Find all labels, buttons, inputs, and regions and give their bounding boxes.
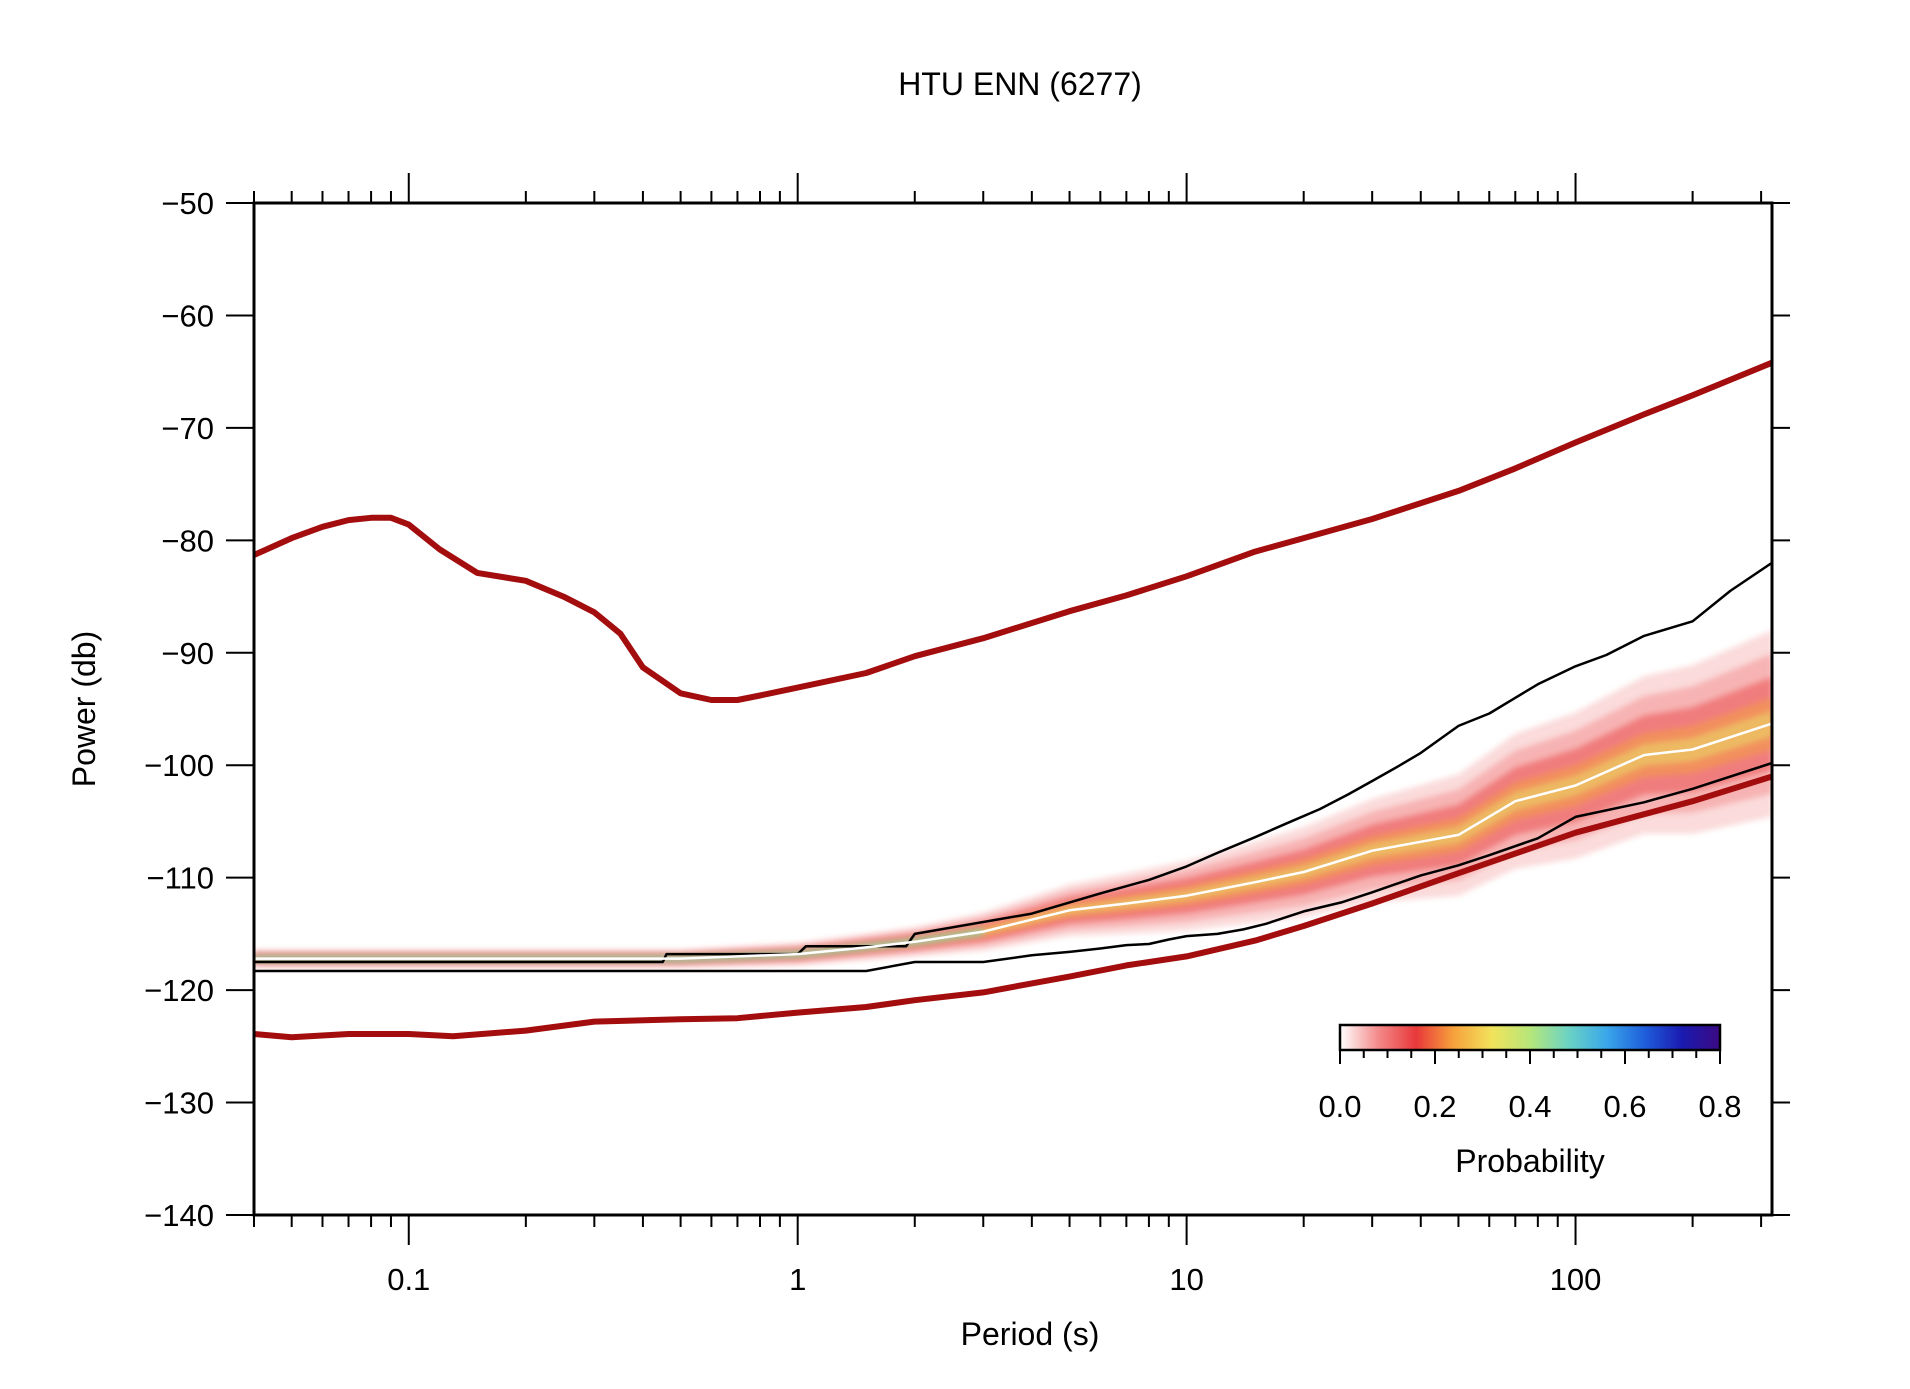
x-tick-label: 1 [789, 1262, 806, 1297]
y-tick-label: −100 [144, 748, 214, 783]
x-tick-label: 0.1 [387, 1262, 430, 1297]
y-tick-label: −130 [144, 1086, 214, 1121]
colorbar-tick-label: 0.8 [1698, 1089, 1741, 1124]
x-axis-ticks [253, 1215, 1763, 1245]
series-upper-percentile [254, 561, 1772, 964]
colorbar-tick-label: 0.0 [1318, 1089, 1361, 1124]
series-mode [254, 722, 1772, 960]
colorbar-tick-labels: 0.0 0.2 0.4 0.6 0.8 [1318, 1089, 1741, 1124]
x-tick-label: 100 [1550, 1262, 1602, 1297]
density-layer-4 [254, 710, 1772, 960]
y-tick-label: −50 [161, 186, 214, 221]
colorbar-tick-label: 0.6 [1603, 1089, 1646, 1124]
series-high-noise-model [254, 359, 1772, 703]
y-axis-label: Power (db) [66, 631, 102, 788]
colorbar: 0.0 0.2 0.4 0.6 0.8 Probability [1318, 1023, 1742, 1179]
colorbar-ramp [1338, 1023, 1722, 1052]
y-tick-label: −120 [144, 973, 214, 1008]
x-axis-label: Period (s) [961, 1316, 1100, 1352]
series-lines [254, 359, 1772, 1041]
chart-title: HTU ENN (6277) [898, 66, 1142, 102]
colorbar-ticks [1339, 1050, 1721, 1064]
colorbar-tick-label: 0.2 [1413, 1089, 1456, 1124]
y-tick-label: −110 [146, 861, 214, 896]
series-low-noise-model [254, 773, 1772, 1041]
y-tick-label: −70 [161, 411, 214, 446]
y-axis-ticks [226, 202, 1790, 1216]
x-axis-top-ticks [253, 173, 1763, 203]
y-tick-label: −90 [161, 636, 214, 671]
y-tick-labels: −50 −60 −70 −80 −90 −100 −110 −120 −130 −140 [144, 186, 214, 1233]
colorbar-label: Probability [1455, 1143, 1604, 1179]
y-tick-label: −60 [161, 298, 214, 333]
x-tick-labels: 0.1 1 10 100 [387, 1262, 1601, 1297]
colorbar-tick-label: 0.4 [1508, 1089, 1551, 1124]
x-tick-label: 10 [1169, 1262, 1203, 1297]
plot-frame [252, 201, 1774, 1217]
series-lower-percentile [254, 761, 1772, 973]
y-tick-label: −80 [161, 523, 214, 558]
y-tick-label: −140 [144, 1198, 214, 1233]
